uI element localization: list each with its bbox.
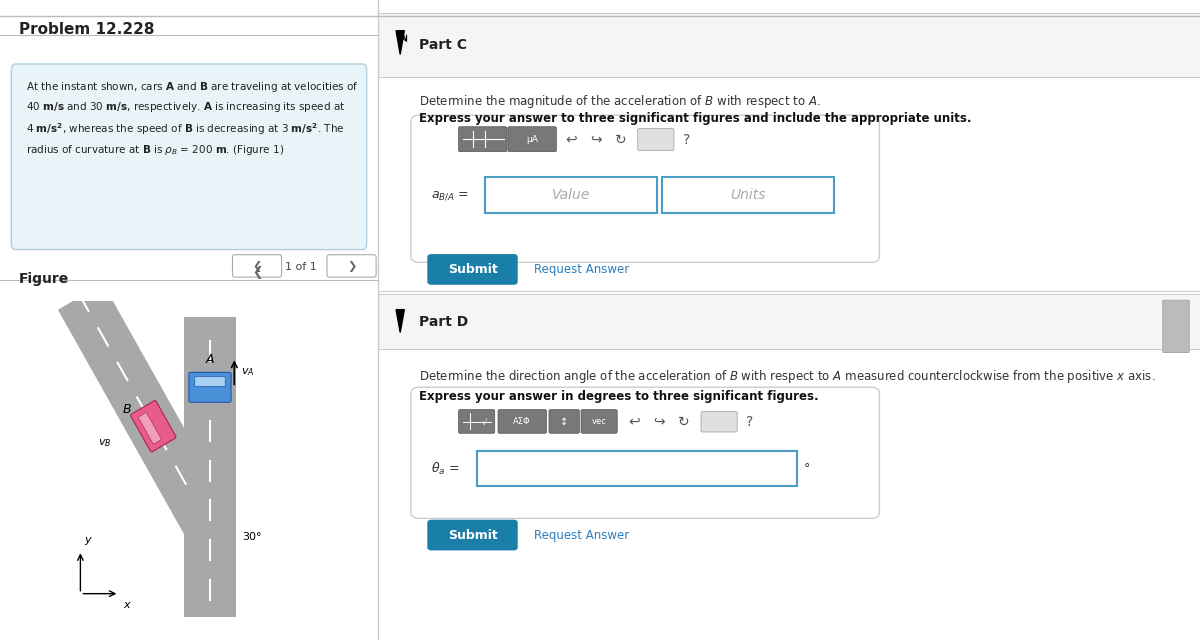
FancyBboxPatch shape	[458, 127, 508, 152]
FancyBboxPatch shape	[131, 401, 176, 452]
FancyBboxPatch shape	[410, 115, 880, 262]
Text: $v_A$: $v_A$	[241, 367, 254, 378]
Text: $\theta_a$ =: $\theta_a$ =	[432, 460, 460, 477]
FancyBboxPatch shape	[581, 410, 617, 433]
FancyBboxPatch shape	[498, 410, 546, 433]
Polygon shape	[58, 284, 233, 540]
FancyBboxPatch shape	[548, 410, 580, 433]
FancyBboxPatch shape	[11, 64, 367, 250]
Text: ?: ?	[746, 415, 754, 429]
FancyBboxPatch shape	[326, 255, 376, 277]
FancyBboxPatch shape	[427, 520, 517, 550]
Text: 1 of 1: 1 of 1	[284, 262, 317, 272]
Text: $v_B$: $v_B$	[98, 437, 112, 449]
FancyBboxPatch shape	[410, 387, 880, 518]
Text: $A$: $A$	[205, 353, 215, 365]
FancyBboxPatch shape	[427, 254, 517, 285]
Text: √: √	[482, 417, 487, 426]
Text: $y$: $y$	[84, 535, 92, 547]
FancyBboxPatch shape	[233, 255, 282, 277]
Text: °: °	[804, 462, 810, 475]
FancyBboxPatch shape	[378, 13, 1200, 77]
Text: Request Answer: Request Answer	[534, 263, 630, 276]
FancyBboxPatch shape	[476, 451, 797, 486]
Text: ↩: ↩	[629, 415, 641, 429]
Text: Determine the direction angle of the acceleration of $B$ with respect to $A$ mea: Determine the direction angle of the acc…	[419, 368, 1156, 385]
Text: Part C: Part C	[419, 38, 467, 52]
Text: Express your answer in degrees to three significant figures.: Express your answer in degrees to three …	[419, 390, 818, 403]
Text: ↕: ↕	[559, 417, 568, 427]
Text: Submit: Submit	[448, 529, 498, 541]
FancyBboxPatch shape	[508, 127, 557, 152]
Text: Submit: Submit	[448, 263, 498, 276]
Text: ↪: ↪	[590, 132, 601, 147]
FancyBboxPatch shape	[458, 410, 494, 433]
Text: Determine the magnitude of the acceleration of $B$ with respect to $A$.: Determine the magnitude of the accelerat…	[419, 93, 821, 110]
Text: ❮: ❮	[252, 266, 263, 278]
Text: ?: ?	[684, 132, 691, 147]
Text: vec: vec	[592, 417, 606, 426]
FancyBboxPatch shape	[138, 413, 161, 444]
FancyBboxPatch shape	[485, 177, 658, 213]
Text: 30°: 30°	[242, 532, 262, 543]
Text: ↻: ↻	[678, 415, 690, 429]
Text: μΑ: μΑ	[526, 135, 538, 144]
Text: Value: Value	[552, 188, 590, 202]
Text: $B$: $B$	[122, 403, 132, 416]
FancyBboxPatch shape	[188, 372, 232, 403]
FancyBboxPatch shape	[701, 412, 737, 432]
Text: Request Answer: Request Answer	[534, 529, 630, 541]
Text: $a_{B/A}$ =: $a_{B/A}$ =	[432, 189, 469, 202]
Polygon shape	[184, 317, 236, 617]
Text: ΑΣΦ: ΑΣΦ	[514, 417, 530, 426]
Text: ↩: ↩	[565, 132, 577, 147]
FancyBboxPatch shape	[194, 377, 226, 387]
Polygon shape	[396, 310, 404, 332]
Text: $x$: $x$	[122, 600, 132, 611]
Text: Problem 12.228: Problem 12.228	[19, 22, 155, 37]
FancyBboxPatch shape	[637, 129, 674, 150]
Text: ↻: ↻	[614, 132, 626, 147]
Text: ↪: ↪	[653, 415, 665, 429]
Text: ❯: ❯	[347, 261, 356, 273]
Text: Figure: Figure	[19, 272, 70, 286]
Text: ❮: ❮	[252, 261, 262, 273]
Text: Units: Units	[730, 188, 766, 202]
FancyBboxPatch shape	[661, 177, 834, 213]
FancyBboxPatch shape	[378, 294, 1200, 349]
Text: At the instant shown, cars $\mathbf{A}$ and $\mathbf{B}$ are traveling at veloci: At the instant shown, cars $\mathbf{A}$ …	[26, 80, 359, 157]
Polygon shape	[396, 31, 404, 54]
Text: Part D: Part D	[419, 315, 468, 328]
Text: Express your answer to three significant figures and include the appropriate uni: Express your answer to three significant…	[419, 112, 972, 125]
